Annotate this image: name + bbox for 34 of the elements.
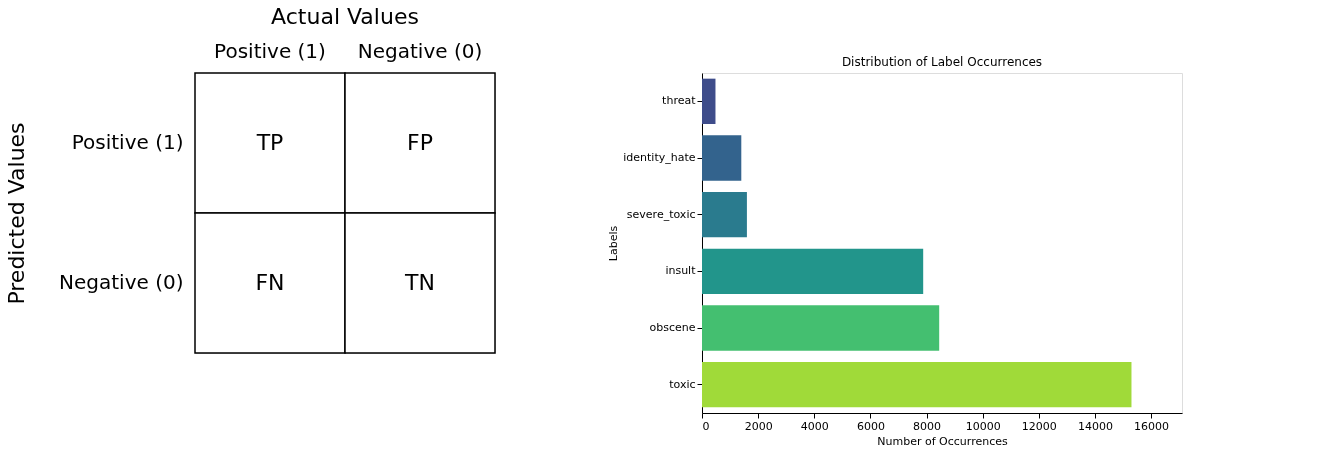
bar — [702, 78, 716, 124]
category-label: Negative (0) — [59, 270, 184, 294]
x-tick-label: 16000 — [1134, 419, 1170, 433]
text: TN — [405, 270, 435, 295]
x-tick-label: 10000 — [965, 419, 1001, 433]
y-tick-label: toxic — [669, 377, 696, 391]
text: Predicted Values — [4, 122, 30, 305]
chart-title: Distribution of Label Occurrences — [841, 55, 1043, 69]
x-tick-label: 2000 — [744, 419, 773, 433]
y-tick-label: insult — [665, 264, 697, 278]
category-label: Positive (1) — [214, 38, 326, 63]
x-tick-label: 6000 — [856, 419, 885, 433]
x-tick-label: 14000 — [1077, 419, 1113, 433]
x-tick-label: 12000 — [1021, 419, 1057, 433]
y-tick-label: obscene — [649, 321, 696, 334]
x-tick-label: 8000 — [913, 419, 942, 433]
text: TP — [256, 130, 284, 155]
text: FN — [255, 270, 285, 295]
y-tick-label: identity_hate — [623, 151, 696, 164]
category-label: Positive (1) — [71, 130, 184, 154]
y-tick-label: severe_toxic — [626, 207, 696, 221]
bar — [702, 192, 747, 238]
y-tick-label: threat — [662, 94, 697, 108]
bar — [702, 362, 1132, 408]
y-axis-title: Labels — [607, 225, 621, 262]
x-axis-title: Number of Occurrences — [877, 434, 1008, 448]
text: FP — [407, 130, 433, 155]
x-tick-label: 4000 — [800, 419, 829, 433]
bar — [702, 305, 940, 351]
category-label: Negative (0) — [357, 38, 483, 63]
bar — [702, 135, 742, 181]
text: Actual Values — [271, 4, 419, 29]
bar — [702, 248, 924, 294]
x-tick-label: 0 — [702, 419, 710, 433]
